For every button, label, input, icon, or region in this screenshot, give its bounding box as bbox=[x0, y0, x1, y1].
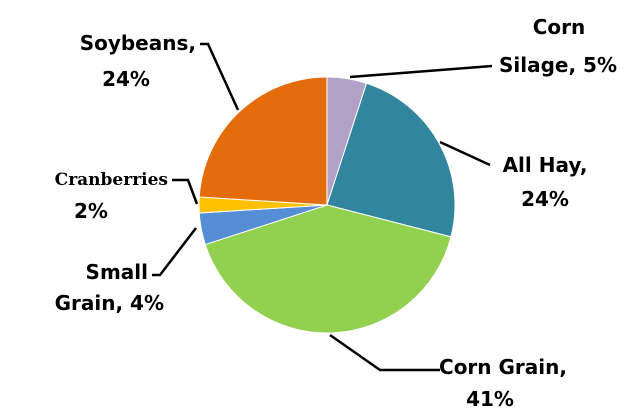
label-small-grain-line1: Small bbox=[86, 260, 148, 284]
pie-slice-corn-grain bbox=[204, 204, 452, 334]
leader-all-hay bbox=[439, 140, 491, 167]
label-corn-grain-line1: Corn Grain, bbox=[439, 355, 567, 379]
pie-slice-all-hay bbox=[326, 82, 456, 238]
label-corn-silage-line1: Corn bbox=[533, 15, 586, 39]
pie-slice-soybeans bbox=[198, 76, 328, 206]
label-all-hay-line2: 24% bbox=[521, 187, 569, 211]
label-corn-grain-line2: 41% bbox=[466, 387, 514, 411]
leader-cranberries bbox=[172, 178, 199, 205]
pie-slices bbox=[198, 76, 456, 334]
leader-corn-grain bbox=[329, 333, 440, 372]
label-cranberries-line2: 2% bbox=[74, 199, 108, 223]
label-soybeans-line2: 24% bbox=[102, 67, 150, 91]
leader-small-grain bbox=[152, 227, 197, 277]
label-all-hay-line1: All Hay, bbox=[503, 153, 588, 177]
label-soybeans-line1: Soybeans, bbox=[80, 31, 196, 55]
leader-soybeans bbox=[200, 42, 240, 111]
label-cranberries-line1: Cranberries bbox=[55, 170, 168, 190]
leader-corn-silage bbox=[349, 64, 493, 79]
label-small-grain-line2: Grain, 4% bbox=[55, 291, 164, 315]
label-corn-silage-line2: Silage, 5% bbox=[499, 53, 617, 77]
